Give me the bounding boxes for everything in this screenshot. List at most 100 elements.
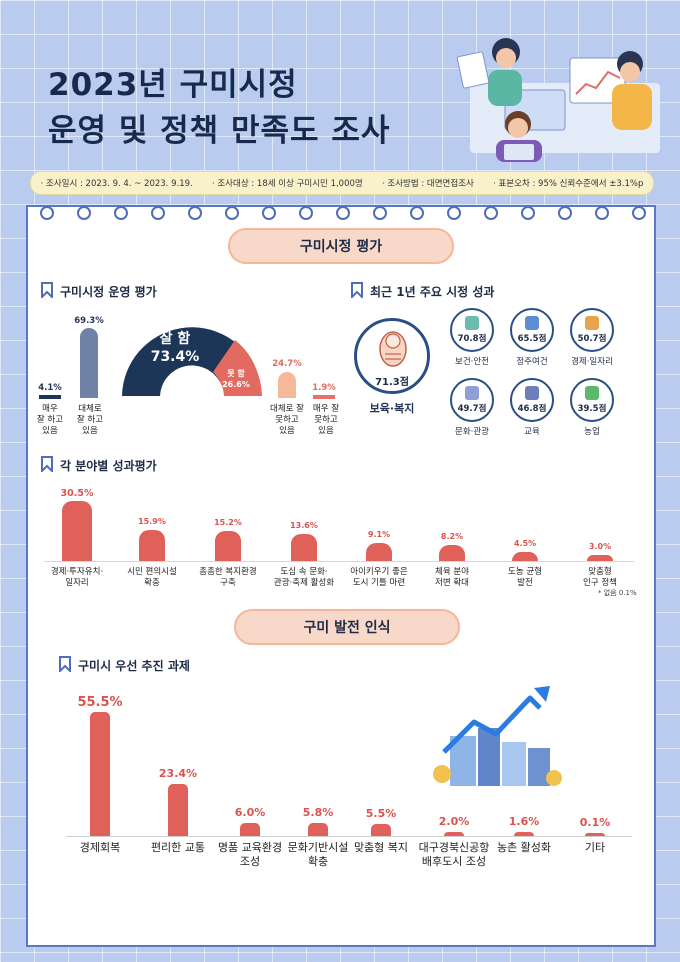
field-bar	[215, 531, 241, 561]
survey-date: · 조사일시 : 2023. 9. 4. ~ 2023. 9.19.	[40, 179, 193, 189]
achievement-label: 경제·일자리	[571, 357, 613, 367]
bookmark-icon	[41, 456, 53, 472]
field-bar	[291, 534, 317, 561]
op-bar-very-bad	[313, 395, 335, 399]
main-achievement-score: 71.3점	[375, 377, 409, 388]
title-line-1: 2023년 구미시정	[48, 67, 298, 103]
achievement-label: 교육	[524, 427, 540, 437]
field-bar-value: 15.2%	[214, 518, 242, 528]
achievement-score: 50.7점	[577, 334, 607, 344]
city-growth-illustration	[433, 686, 562, 786]
achievement-label: 보건·안전	[455, 357, 489, 367]
achievement-label: 문화·관광	[455, 427, 489, 437]
priority-bar-label: 대구경북신공항 배후도시 조성	[418, 841, 490, 868]
achievement-badge: 49.7점	[450, 378, 494, 422]
priority-bar-value: 2.0%	[438, 814, 470, 828]
field-bar-value: 15.9%	[138, 516, 166, 526]
achievement-badge: 65.5점	[510, 308, 554, 352]
binder-ring	[484, 206, 498, 220]
field-bar-value: 8.2%	[440, 531, 464, 541]
binder-ring	[77, 206, 91, 220]
op-value-2: 69.3%	[74, 316, 104, 326]
field-note: * 없음 0.1%	[598, 589, 637, 597]
field-bar	[439, 544, 465, 561]
binder-ring	[632, 206, 646, 220]
priority-bar-value: 6.0%	[234, 805, 266, 819]
binder-ring	[595, 206, 609, 220]
op-value-1: 4.1%	[38, 383, 62, 393]
priority-bar-value: 55.5%	[77, 695, 123, 710]
field-bar-label: 도심 속 문화· 관광·축제 활성화	[273, 567, 335, 588]
priority-bar-label: 편리한 교통	[150, 841, 206, 854]
priority-bar-label: 경제회복	[79, 841, 121, 854]
field-bar-value: 3.0%	[588, 542, 612, 552]
survey-error: · 표본오차 : 95% 신뢰수준에서 ±3.1%p	[493, 179, 644, 189]
binder-ring	[447, 206, 461, 220]
field-baseline	[44, 561, 634, 562]
bad-slice-label: 못 함	[227, 369, 245, 378]
category-icon	[585, 386, 599, 400]
category-icon	[525, 386, 539, 400]
priority-bar-label: 농촌 활성화	[496, 841, 552, 854]
baby-icon	[379, 331, 407, 367]
achievement-badge: 46.8점	[510, 378, 554, 422]
main-achievement-badge: 71.3점	[354, 318, 430, 394]
binder-ring	[521, 206, 535, 220]
section-title: 구미시정 평가	[299, 239, 383, 255]
priority-bar	[371, 823, 391, 836]
op-label-very-bad: 매우 잘 못하고 있음	[312, 404, 340, 436]
field-bar-label: 촘촘한 복지환경 구축	[199, 567, 257, 588]
survey-info-bar: · 조사일시 : 2023. 9. 4. ~ 2023. 9.19. · 조사대…	[30, 171, 654, 195]
op-bar-good	[80, 328, 98, 398]
title-line-2: 운영 및 정책 만족도 조사	[48, 113, 391, 149]
binder-ring	[373, 206, 387, 220]
bookmark-icon	[351, 282, 363, 298]
category-icon	[525, 316, 539, 330]
bad-slice-value: 26.6%	[222, 380, 250, 389]
category-icon	[465, 316, 479, 330]
op-label-very-good: 매우 잘 하고 있음	[36, 404, 64, 436]
operation-heading: 구미시정 운영 평가	[60, 285, 157, 299]
achievement-badge: 70.8점	[450, 308, 494, 352]
field-bar	[139, 529, 165, 561]
field-bar-value: 9.1%	[367, 530, 391, 540]
priority-bar-label: 명품 교육환경 조성	[217, 841, 283, 868]
achievement-score: 70.8점	[457, 334, 487, 344]
priority-bar-value: 5.5%	[365, 806, 397, 820]
semicircle-overlay	[213, 340, 258, 382]
op-value-4: 1.9%	[312, 383, 336, 393]
priority-bar-value: 1.6%	[508, 815, 540, 829]
main-achievement-label: 보육·복지	[369, 402, 415, 415]
field-bar-value: 30.5%	[60, 488, 94, 499]
binder-ring	[410, 206, 424, 220]
priority-bar-value: 5.8%	[302, 806, 334, 820]
section-title: 구미 발전 인식	[303, 620, 391, 636]
op-bar-bad	[278, 372, 296, 398]
achievement-badge: 39.5점	[570, 378, 614, 422]
field-bar	[512, 552, 538, 561]
priority-bar	[90, 712, 110, 836]
page-title: 2023년 구미시정 운영 및 정책 만족도 조사	[48, 62, 390, 154]
achievements-heading: 최근 1년 주요 시정 성과	[370, 285, 495, 299]
field-bar-value: 4.5%	[513, 539, 537, 549]
bad-slice-text: 못 함 26.6%	[220, 368, 252, 390]
achievement-badge: 50.7점	[570, 308, 614, 352]
priority-bar	[514, 832, 534, 836]
op-label-bad: 대체로 잘 못하고 있음	[270, 404, 304, 436]
field-bar-label: 도농 균형 발전	[508, 567, 542, 588]
field-bar-label: 시민 편의시설 확충	[127, 567, 177, 588]
achievement-label: 농업	[584, 427, 600, 437]
priority-bar-label: 맞춤형 복지	[353, 841, 409, 854]
category-icon	[585, 316, 599, 330]
priority-bar	[240, 822, 260, 836]
priority-bar-label: 문화기반시설 확충	[287, 841, 349, 868]
achievement-score: 46.8점	[517, 404, 547, 414]
category-icon	[465, 386, 479, 400]
field-bar	[366, 543, 392, 561]
binder-ring	[40, 206, 54, 220]
achievement-score: 39.5점	[577, 404, 607, 414]
op-bar-very-good	[39, 395, 61, 399]
bookmark-icon	[41, 282, 53, 298]
priority-bar-label: 기타	[584, 841, 606, 854]
field-bar-label: 아이키우기 좋은 도시 기틀 마련	[350, 567, 408, 588]
